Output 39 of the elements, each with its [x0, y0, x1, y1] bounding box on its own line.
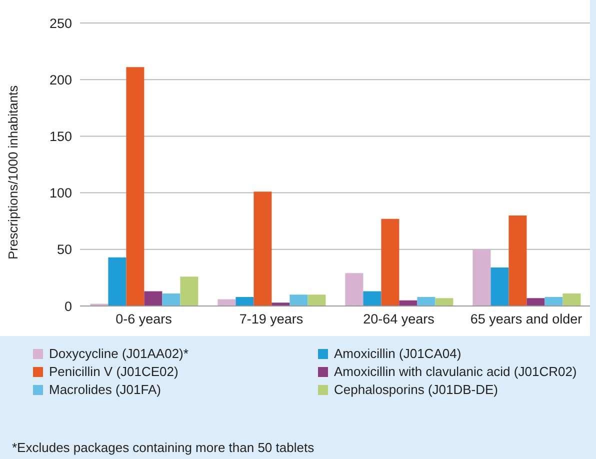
bar [490, 268, 509, 306]
bar [308, 294, 326, 306]
y-tick-label: 250 [49, 16, 72, 31]
bar [562, 294, 581, 306]
bar [508, 215, 527, 306]
x-tick-label: 65 years and older [470, 312, 583, 327]
bar [526, 298, 545, 306]
legend-label: Macrolides (J01FA) [49, 382, 161, 397]
bar [472, 249, 491, 306]
x-tick-label: 20-64 years [363, 312, 435, 327]
y-tick-label: 150 [49, 128, 72, 144]
y-tick-label: 200 [49, 72, 72, 88]
bar [381, 218, 400, 306]
bar [417, 296, 436, 306]
text: *Excludes packages containing more than 50 tablets [12, 440, 314, 455]
y-axis-title: Prescriptions/1000 inhabitants [6, 84, 21, 260]
y-tick-label: 100 [49, 186, 72, 201]
bar [435, 298, 454, 306]
legend-label: Amoxicillin with clavulanic acid (J01CR02) [334, 364, 577, 379]
bar [126, 67, 144, 306]
bar [180, 276, 198, 306]
x-tick-label: 7-19 years [239, 312, 304, 327]
y-tick-label: 50 [56, 242, 72, 258]
legend-label: Penicillin V (J01CE02) [49, 364, 178, 379]
bar [218, 299, 236, 306]
y-tick-label: 0 [64, 298, 72, 314]
bar [236, 296, 254, 306]
bar [108, 257, 126, 306]
bar [290, 294, 308, 306]
bar [363, 291, 382, 306]
bar [254, 192, 272, 306]
bar [162, 294, 180, 306]
legend-label: Amoxicillin (J01CA04) [334, 346, 462, 361]
legend-label: Cephalosporins (J01DB-DE) [334, 382, 498, 397]
x-tick-label: 0-6 years [116, 312, 172, 327]
legend-label: Doxycycline (J01AA02)* [49, 346, 188, 361]
bar [345, 273, 364, 306]
bar [544, 296, 563, 306]
bar [144, 291, 162, 306]
